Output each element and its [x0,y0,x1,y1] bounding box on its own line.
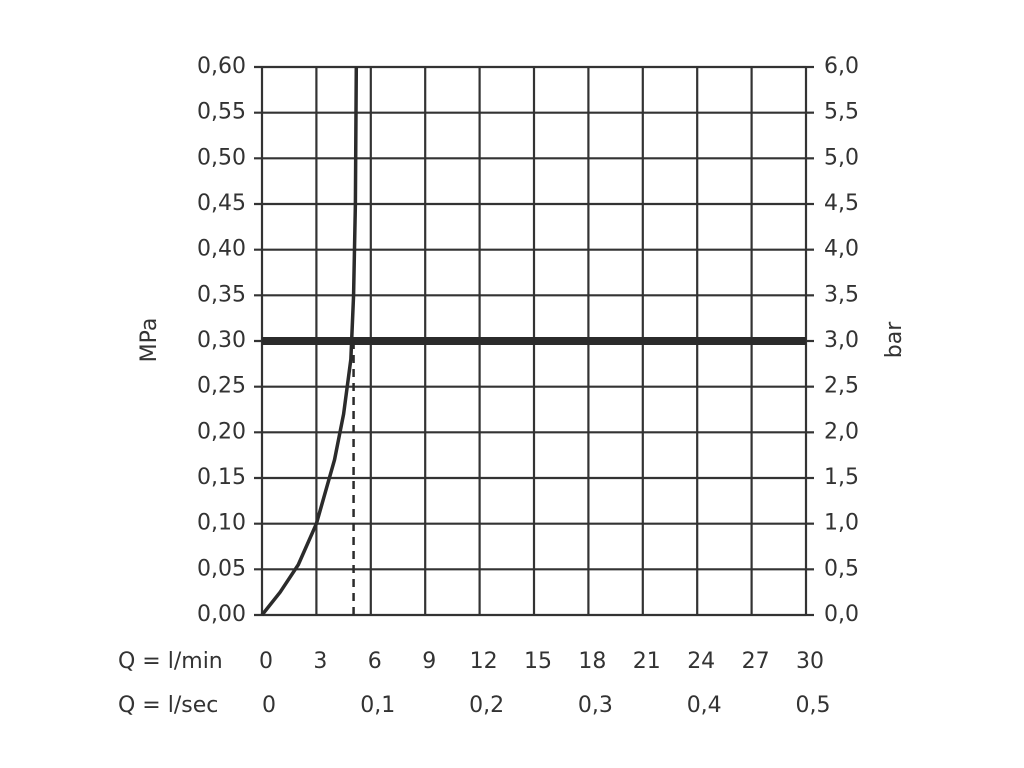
y2-axis-title: bar [882,321,907,358]
y2-tick-label: 3,5 [824,282,859,307]
y-tick-label: 0,40 [197,237,246,262]
y-tick-label: 0,05 [197,556,246,581]
y2-tick-label: 0,5 [824,556,859,581]
x2-tick-label: 0,1 [360,693,395,718]
x2-tick-label: 0,2 [469,693,504,718]
x2-axis-title: Q = l/sec [118,693,218,718]
y2-tick-label: 1,5 [824,465,859,490]
y-axis-title: MPa [137,318,162,363]
x-axis-title: Q = l/min [118,649,223,674]
x-tick-label: 12 [470,649,498,674]
curve [260,66,359,617]
y2-tick-label: 5,5 [824,100,859,125]
y-tick-label: 0,15 [197,465,246,490]
x-tick-label: 3 [313,649,327,674]
y2-tick-label: 4,5 [824,191,859,216]
y2-tick-label: 5,0 [824,145,859,170]
x-tick-label: 18 [578,649,606,674]
x-tick-label: 0 [259,649,273,674]
y2-tick-label: 3,0 [824,328,859,353]
y2-tick-label: 4,0 [824,237,859,262]
y-tick-label: 0,50 [197,145,246,170]
y-tick-label: 0,55 [197,100,246,125]
x2-tick-label: 0,5 [796,693,831,718]
x-tick-label: 21 [633,649,661,674]
x2-tick-label: 0,4 [687,693,722,718]
x2-tick-label: 0 [262,693,276,718]
y-tick-label: 0,60 [197,54,246,79]
x-tick-label: 6 [368,649,382,674]
y-tick-label: 0,35 [197,282,246,307]
x-tick-label: 9 [422,649,436,674]
x-tick-label: 15 [524,649,552,674]
x-tick-label: 27 [742,649,770,674]
y-tick-label: 0,25 [197,374,246,399]
y2-tick-label: 0,0 [824,602,859,627]
y-tick-label: 0,45 [197,191,246,216]
x2-tick-label: 0,3 [578,693,613,718]
y2-tick-label: 6,0 [824,54,859,79]
x-tick-label: 30 [796,649,824,674]
y-tick-label: 0,10 [197,511,246,536]
x-tick-label: 24 [687,649,715,674]
y2-tick-label: 2,0 [824,419,859,444]
y-tick-label: 0,00 [197,602,246,627]
y2-tick-label: 2,5 [824,374,859,399]
y-tick-label: 0,30 [197,328,246,353]
y2-tick-label: 1,0 [824,511,859,536]
y-tick-label: 0,20 [197,419,246,444]
